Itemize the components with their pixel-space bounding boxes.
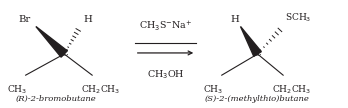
Text: H: H: [84, 15, 92, 24]
Text: Br: Br: [18, 15, 31, 24]
Text: SCH$_3$: SCH$_3$: [285, 11, 311, 24]
Text: CH$_2$CH$_3$: CH$_2$CH$_3$: [81, 84, 120, 96]
Text: CH$_2$CH$_3$: CH$_2$CH$_3$: [272, 84, 311, 96]
Text: CH$_3$S$^{-}$Na$^{+}$: CH$_3$S$^{-}$Na$^{+}$: [139, 20, 192, 33]
Text: C: C: [60, 49, 68, 59]
Text: (S)-2-(methylthio)butane: (S)-2-(methylthio)butane: [205, 95, 310, 103]
Polygon shape: [240, 26, 261, 56]
Text: C: C: [254, 49, 261, 59]
Text: H: H: [230, 15, 239, 24]
Text: CH$_3$: CH$_3$: [7, 84, 27, 96]
Text: CH$_3$: CH$_3$: [203, 84, 223, 96]
Polygon shape: [36, 26, 67, 57]
Text: CH$_3$OH: CH$_3$OH: [147, 69, 184, 81]
Text: (R)-2-bromobutane: (R)-2-bromobutane: [16, 95, 97, 103]
